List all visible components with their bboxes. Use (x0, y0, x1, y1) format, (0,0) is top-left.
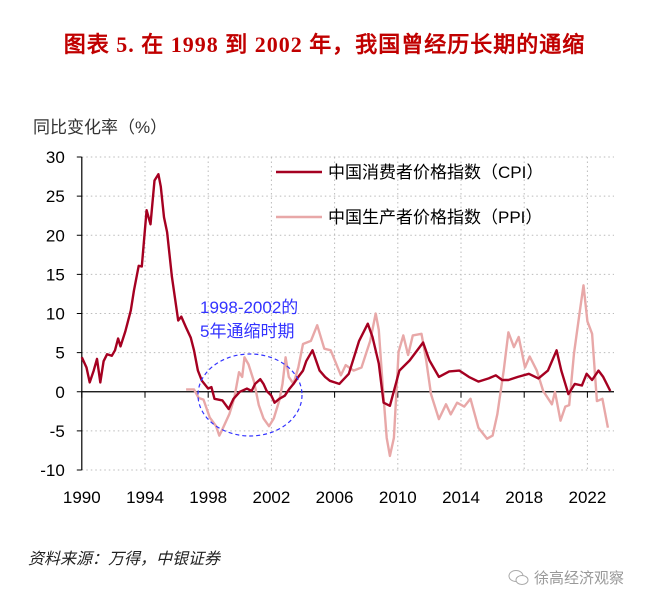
watermark-text: 徐高经济观察 (534, 570, 625, 587)
y-tick-label: 20 (46, 226, 65, 245)
x-tick-label: 2018 (505, 488, 543, 507)
x-tick-label: 2022 (568, 488, 606, 507)
wechat-icon (508, 569, 529, 585)
x-tick-label: 2002 (252, 488, 290, 507)
y-tick-label: 15 (46, 265, 65, 284)
y-tick-label: -5 (50, 422, 65, 441)
watermark: 徐高经济观察 (508, 567, 624, 588)
chart-title: 图表 5. 在 1998 到 2002 年，我国曾经历长期的通缩 (63, 32, 586, 57)
y-tick-label: 25 (46, 187, 65, 206)
x-tick-label: 2010 (379, 488, 417, 507)
x-tick-label: 2006 (316, 488, 354, 507)
annotation-text: 5年通缩时期 (200, 322, 294, 341)
x-tick-label: 1994 (126, 488, 164, 507)
y-axis-label: 同比变化率（%） (33, 118, 168, 137)
source-note: 资料来源：万得，中银证券 (28, 551, 221, 568)
deflation-period-ellipse (197, 353, 303, 437)
cpi-series-line (80, 173, 612, 411)
x-tick-label: 2014 (442, 488, 480, 507)
legend-label: 中国消费者价格指数（CPI） (328, 163, 543, 182)
y-tick-label: 5 (55, 344, 64, 363)
legend-label: 中国生产者价格指数（PPI） (328, 208, 542, 227)
x-tick-label: 1990 (63, 488, 101, 507)
y-tick-label: -10 (40, 461, 65, 480)
ppi-series-line (186, 284, 610, 458)
annotation-text: 1998-2002的 (200, 298, 298, 317)
x-tick-label: 1998 (189, 488, 227, 507)
y-tick-label: 10 (46, 305, 65, 324)
y-tick-label: 0 (55, 383, 64, 402)
y-tick-label: 30 (46, 148, 65, 167)
